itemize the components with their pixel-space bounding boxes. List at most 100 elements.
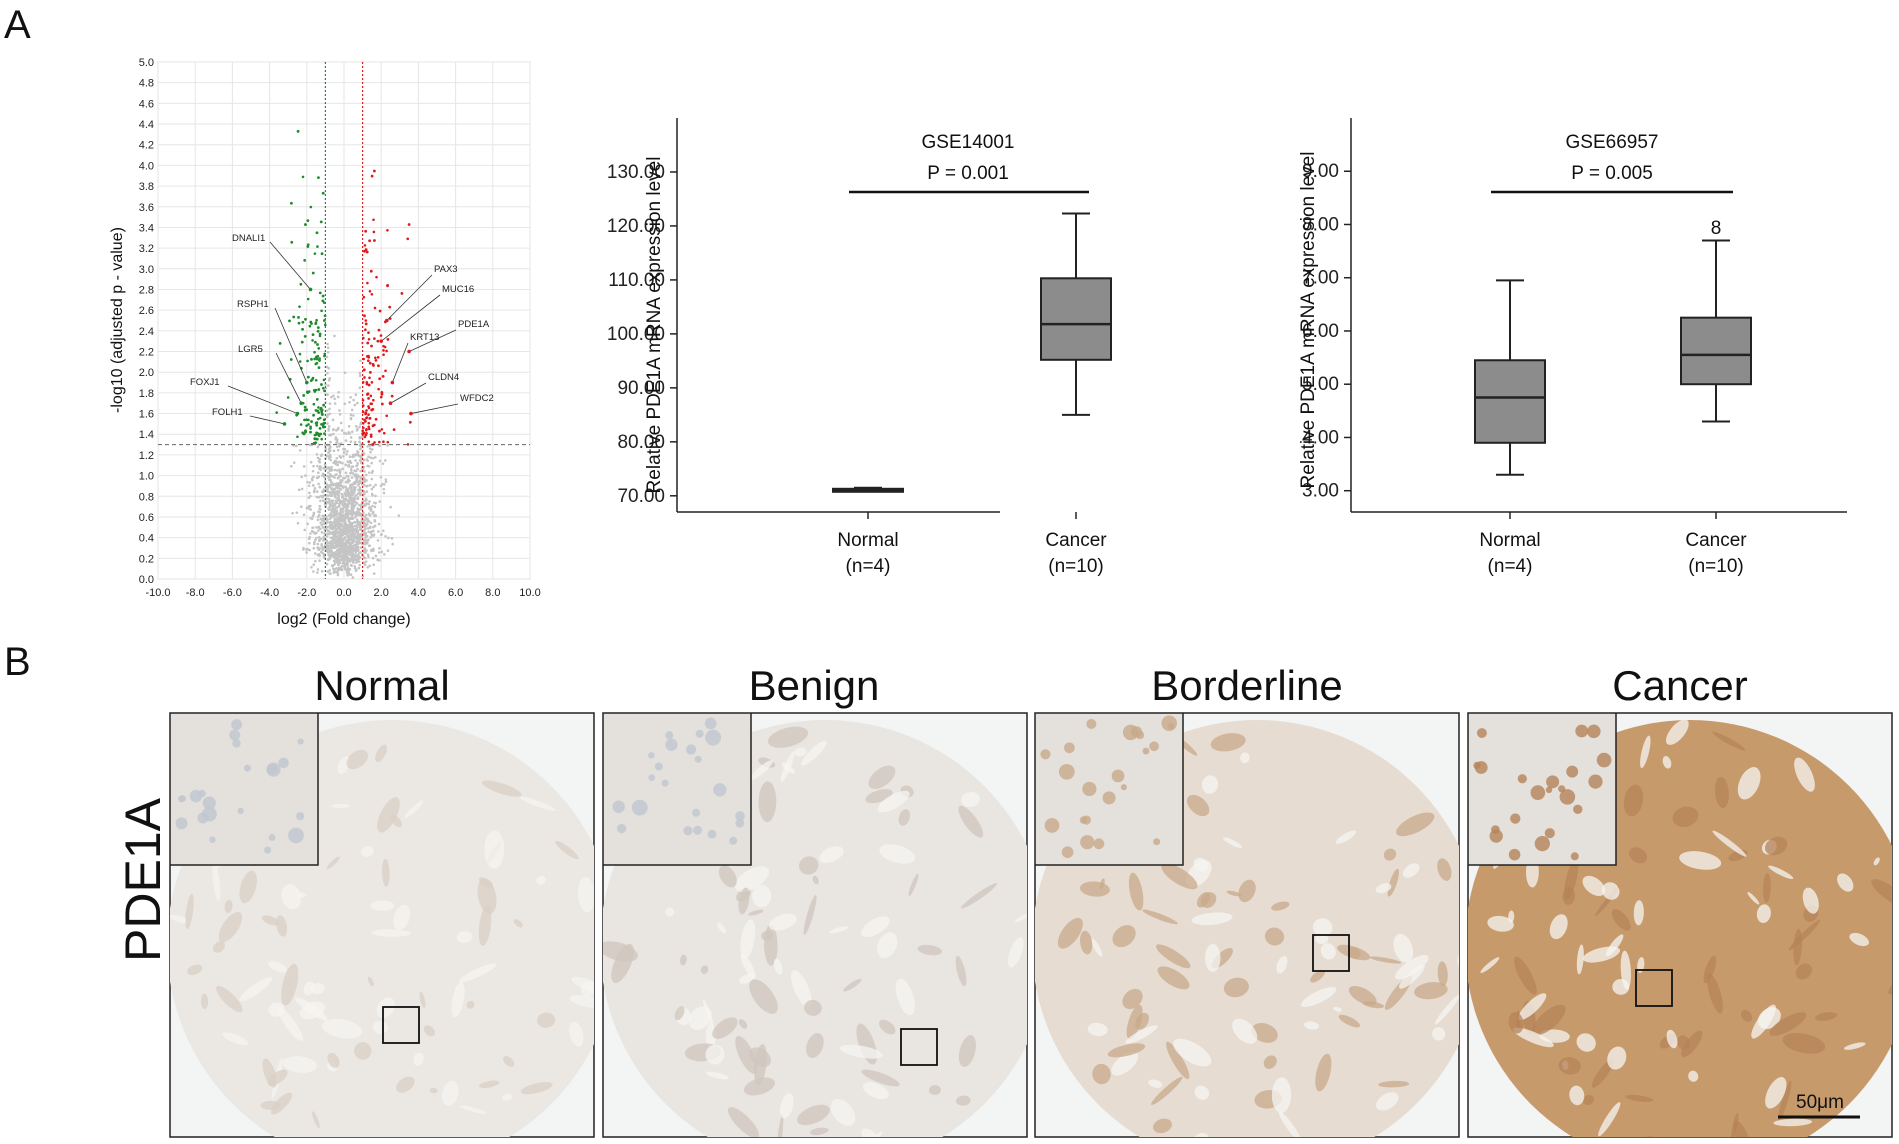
volcano-point bbox=[349, 483, 353, 486]
volcano-point bbox=[369, 269, 373, 273]
volcano-point bbox=[366, 392, 370, 396]
volcano-point bbox=[357, 557, 361, 560]
volcano-point bbox=[318, 332, 322, 336]
volcano-point bbox=[368, 505, 371, 509]
tissue-texture bbox=[776, 1114, 784, 1137]
tissue-texture bbox=[1135, 1012, 1149, 1030]
volcano-point bbox=[354, 520, 357, 524]
gene-point bbox=[379, 339, 384, 343]
volcano-point bbox=[331, 501, 334, 505]
volcano-point bbox=[318, 427, 322, 430]
gene-point bbox=[299, 401, 304, 406]
tissue-texture bbox=[1620, 950, 1631, 990]
volcano-point bbox=[346, 553, 349, 556]
volcano-point bbox=[367, 440, 371, 443]
volcano-point bbox=[373, 337, 376, 340]
volcano-point bbox=[370, 477, 374, 481]
volcano-point bbox=[327, 429, 330, 432]
volcano-point bbox=[336, 573, 340, 577]
volcano-point bbox=[353, 553, 357, 557]
gene-leader-line bbox=[249, 415, 285, 425]
volcano-point bbox=[320, 309, 323, 313]
tissue-texture bbox=[1222, 837, 1242, 848]
volcano-point bbox=[347, 491, 351, 495]
gene-label: KRT13 bbox=[410, 332, 439, 343]
tissue-texture bbox=[1637, 957, 1645, 973]
volcano-point bbox=[347, 475, 350, 478]
volcano-point bbox=[351, 576, 355, 579]
volcano-point bbox=[344, 492, 347, 495]
tissue-texture bbox=[1142, 909, 1178, 925]
volcano-point bbox=[329, 548, 333, 552]
volcano-point bbox=[372, 547, 375, 551]
volcano-point bbox=[328, 402, 332, 405]
volcano-point bbox=[372, 364, 375, 367]
tissue-texture bbox=[1223, 977, 1249, 998]
volcano-point bbox=[382, 487, 386, 491]
volcano-point bbox=[362, 538, 366, 542]
inset-cell bbox=[1566, 765, 1579, 778]
volcano-point bbox=[385, 349, 388, 353]
volcano-point bbox=[304, 474, 307, 477]
volcano-point bbox=[378, 459, 382, 463]
volcano-point bbox=[305, 390, 309, 394]
volcano-point bbox=[335, 456, 339, 460]
volcano-point bbox=[316, 568, 320, 571]
volcano-point bbox=[382, 440, 385, 444]
volcano-point bbox=[312, 546, 316, 550]
tissue-texture bbox=[346, 749, 368, 770]
gene-label: DNALI1 bbox=[232, 233, 265, 244]
tissue-texture bbox=[1092, 1063, 1111, 1085]
volcano-point bbox=[343, 564, 347, 568]
volcano-point bbox=[301, 320, 305, 324]
volcano-point bbox=[337, 426, 340, 430]
gene-point bbox=[305, 380, 309, 385]
tissue-texture bbox=[1310, 969, 1325, 983]
volcano-point bbox=[309, 494, 312, 498]
volcano-point bbox=[316, 515, 320, 519]
volcano-point bbox=[340, 429, 344, 432]
volcano-y-tick: 2.6 bbox=[139, 305, 154, 317]
volcano-point bbox=[336, 551, 340, 554]
tissue-texture bbox=[861, 1128, 881, 1137]
volcano-point bbox=[365, 534, 369, 538]
volcano-point bbox=[309, 320, 313, 324]
volcano-point bbox=[365, 382, 369, 386]
tissue-texture bbox=[1751, 1004, 1776, 1039]
volcano-point bbox=[356, 467, 359, 471]
tissue-texture bbox=[218, 911, 243, 943]
tissue-texture bbox=[423, 1025, 436, 1037]
volcano-point bbox=[362, 368, 366, 372]
inset-cell bbox=[1102, 791, 1116, 805]
inset-cell bbox=[1061, 846, 1074, 859]
volcano-point bbox=[327, 424, 331, 428]
volcano-point bbox=[348, 455, 352, 459]
volcano-point bbox=[354, 482, 357, 486]
volcano-point bbox=[358, 563, 361, 567]
inset-cell bbox=[683, 826, 693, 836]
tissue-texture bbox=[1765, 1077, 1787, 1109]
volcano-point bbox=[328, 412, 332, 416]
volcano-point bbox=[372, 169, 376, 173]
volcano-point bbox=[349, 563, 353, 567]
tissue-texture bbox=[1672, 806, 1699, 828]
tissue-texture bbox=[1201, 775, 1219, 794]
volcano-point bbox=[327, 467, 331, 471]
volcano-point bbox=[305, 424, 308, 427]
volcano-point bbox=[286, 396, 290, 399]
tissue-texture bbox=[1740, 1009, 1753, 1022]
volcano-point bbox=[342, 447, 345, 451]
tissue-texture bbox=[748, 909, 764, 916]
inset-cell bbox=[661, 779, 669, 787]
volcano-point bbox=[366, 553, 370, 557]
volcano-y-tick: 4.6 bbox=[139, 98, 154, 110]
y-tick-label: 100.00 bbox=[607, 324, 665, 345]
tissue-texture bbox=[1276, 956, 1288, 974]
volcano-point bbox=[338, 409, 341, 412]
volcano-point bbox=[306, 375, 310, 379]
tissue-texture bbox=[367, 976, 374, 987]
volcano-point bbox=[348, 400, 351, 404]
volcano-point bbox=[328, 569, 332, 572]
volcano-point bbox=[332, 545, 335, 549]
volcano-point bbox=[365, 250, 369, 254]
